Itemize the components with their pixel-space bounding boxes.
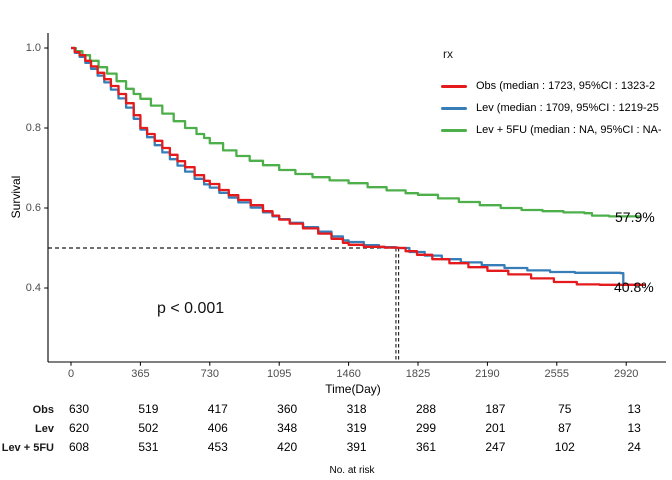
- risk-count: 502: [138, 421, 159, 435]
- x-tick-label: 2555: [545, 368, 569, 380]
- risk-count: 201: [485, 421, 506, 435]
- y-tick-label: 0.8: [26, 122, 41, 134]
- legend-item-label: Obs (median : 1723, 95%CI : 1323-2: [476, 80, 656, 92]
- y-tick-label: 1.0: [26, 42, 41, 54]
- risk-table-caption: No. at risk: [329, 465, 375, 476]
- x-tick-label: 0: [68, 368, 74, 380]
- legend-key-line: [441, 84, 467, 88]
- risk-row-label: Lev: [35, 423, 54, 435]
- x-axis-title: Time(Day): [325, 382, 381, 396]
- risk-count: 420: [277, 440, 298, 454]
- legend: rx Obs (median : 1723, 95%CI : 1323-2 Lev…: [441, 47, 662, 141]
- legend-title: rx: [443, 47, 453, 61]
- risk-count: 608: [68, 440, 90, 454]
- end-label-lev5fu: 57.9%: [615, 209, 655, 225]
- risk-count: 318: [346, 402, 367, 416]
- risk-count: 348: [277, 421, 298, 435]
- x-tick-label: 1095: [267, 368, 291, 380]
- legend-item: Lev + 5FU (median : NA, 95%CI : NA-: [441, 119, 662, 141]
- risk-count: 319: [346, 421, 367, 435]
- x-tick-label: 730: [201, 368, 219, 380]
- y-tick-label: 0.4: [26, 282, 41, 294]
- survival-curve-lev-5fu: [71, 46, 642, 218]
- x-tick-label: 365: [131, 368, 149, 380]
- x-tick-label: 1825: [406, 368, 430, 380]
- legend-item: Obs (median : 1723, 95%CI : 1323-2: [441, 75, 662, 97]
- legend-items: Obs (median : 1723, 95%CI : 1323-2 Lev (m…: [441, 75, 662, 141]
- p-value-annotation: p < 0.001: [157, 300, 225, 317]
- risk-row-label: Obs: [32, 404, 54, 416]
- risk-count: 630: [68, 402, 90, 416]
- y-tick-label: 0.6: [26, 202, 41, 214]
- x-tick-label: 2920: [614, 368, 638, 380]
- risk-count: 187: [485, 402, 506, 416]
- x-tick-label: 1460: [336, 368, 360, 380]
- legend-item: Lev (median : 1709, 95%CI : 1219-25: [441, 97, 662, 119]
- end-label-obs: 40.8%: [614, 279, 654, 295]
- risk-count: 75: [558, 402, 572, 416]
- legend-item-label: Lev (median : 1709, 95%CI : 1219-25: [476, 102, 659, 114]
- risk-count: 13: [627, 421, 641, 435]
- risk-row-label: Lev + 5FU: [1, 442, 54, 454]
- risk-count: 360: [277, 402, 298, 416]
- survival-curve-obs: [71, 46, 646, 286]
- legend-item-label: Lev + 5FU (median : NA, 95%CI : NA-: [476, 124, 662, 136]
- risk-count: 24: [627, 440, 641, 454]
- risk-count: 361: [415, 440, 437, 454]
- risk-count: 299: [415, 421, 437, 435]
- risk-count: 417: [207, 402, 228, 416]
- risk-count: 87: [558, 421, 572, 435]
- x-tick-label: 2190: [475, 368, 499, 380]
- legend-key-line: [441, 128, 467, 132]
- risk-count: 102: [554, 440, 575, 454]
- risk-count: 531: [138, 440, 159, 454]
- risk-count: 406: [207, 421, 228, 435]
- risk-count: 13: [627, 402, 641, 416]
- legend-key-line: [441, 106, 467, 110]
- risk-count: 519: [138, 402, 159, 416]
- risk-count: 620: [68, 421, 90, 435]
- risk-count: 288: [415, 402, 437, 416]
- risk-count: 453: [207, 440, 228, 454]
- risk-count: 247: [485, 440, 506, 454]
- risk-count: 391: [346, 440, 367, 454]
